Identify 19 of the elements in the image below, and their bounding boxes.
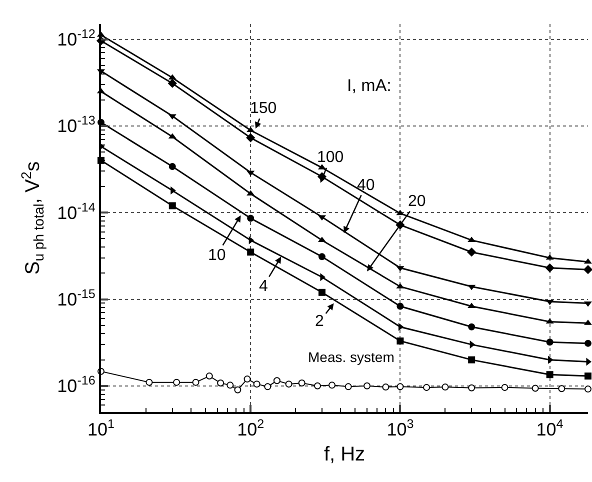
annotation: 150 xyxy=(250,100,277,117)
annotation: Meas. system xyxy=(308,349,394,365)
x-tick-label: 10$^{1}$ xyxy=(87,417,115,440)
x-tick-label: 10$^{2}$ xyxy=(237,417,264,440)
annotation: 100 xyxy=(317,149,344,166)
y-tick-label: 10$^{-14}$ xyxy=(57,200,96,223)
x-tick-label: 10$^{3}$ xyxy=(386,417,414,440)
annotation: 4 xyxy=(259,278,268,295)
annotation: I, mA: xyxy=(347,76,392,95)
x-tick-label: 10$^{4}$ xyxy=(536,417,564,440)
x-axis-title: f, Hz xyxy=(324,444,366,466)
y-tick-label: 10$^{-16}$ xyxy=(57,374,96,396)
annotation: 20 xyxy=(408,193,426,210)
y-tick-label: 10$^{-12}$ xyxy=(57,27,96,50)
annotation: 10 xyxy=(208,247,226,264)
annotation: 40 xyxy=(357,177,375,194)
y-tick-label: 10$^{-13}$ xyxy=(57,114,96,136)
y-tick-label: 10$^{-15}$ xyxy=(57,286,96,310)
annotation: 2 xyxy=(315,313,324,330)
